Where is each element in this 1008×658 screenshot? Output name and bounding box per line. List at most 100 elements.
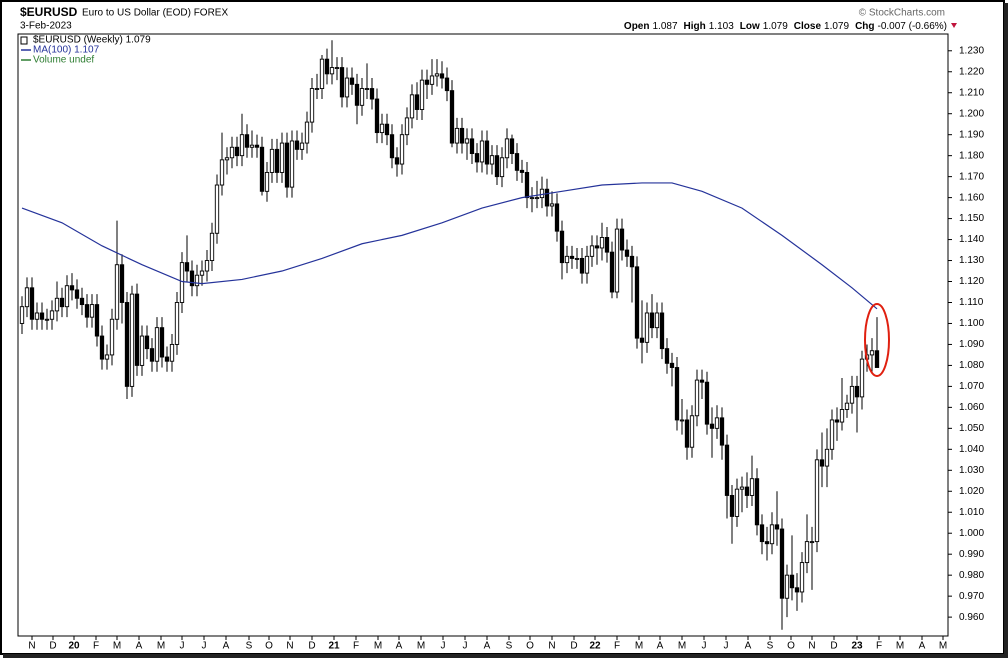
candle-body — [784, 574, 790, 599]
x-tick-label: O — [526, 641, 534, 652]
candle-body — [844, 402, 850, 410]
y-tick-label: 1.220 — [959, 66, 984, 77]
chart-title: Euro to US Dollar (EOD) FOREX — [82, 8, 228, 19]
x-tick-label: D — [830, 641, 837, 652]
candle-body — [439, 73, 445, 79]
candle-body — [799, 562, 805, 593]
candle-body — [869, 350, 875, 356]
candle-body — [599, 237, 605, 249]
candle-body — [809, 541, 815, 544]
x-tick-label: M — [157, 641, 165, 652]
quote-label: Low — [740, 21, 760, 32]
candle-body — [469, 138, 475, 155]
y-tick-label: 1.110 — [959, 297, 984, 308]
candle-body — [744, 486, 750, 496]
candle-body — [329, 67, 335, 75]
candle-body — [454, 127, 460, 144]
candle-body — [369, 88, 375, 100]
x-tick-label: J — [180, 641, 185, 652]
candle-body — [554, 203, 560, 232]
candle-body — [199, 270, 205, 276]
x-tick-label: 23 — [851, 641, 863, 652]
candle-body — [609, 251, 615, 293]
candle-body — [769, 524, 775, 545]
ma-line — [21, 182, 878, 310]
candle-body — [39, 312, 45, 320]
y-tick-label: 0.990 — [959, 549, 984, 560]
candle-body — [434, 73, 440, 77]
candle-body — [504, 138, 510, 159]
candle-body — [214, 184, 220, 234]
candle-body — [314, 88, 320, 90]
candle-body — [54, 297, 60, 312]
candle-body — [589, 245, 595, 257]
candle-body — [334, 67, 340, 70]
candle-body — [249, 144, 255, 148]
candle-body — [444, 77, 450, 92]
candle-body — [829, 419, 835, 450]
candle-body — [859, 358, 865, 398]
candle-body — [244, 134, 250, 148]
candle-body — [669, 362, 675, 368]
candle-body — [129, 293, 135, 387]
candle-body — [839, 409, 845, 423]
x-tick-label: O — [787, 641, 795, 652]
candle-body — [409, 94, 415, 119]
frame-shadow — [1004, 3, 1008, 658]
x-tick-label: J — [724, 641, 729, 652]
x-tick-label: 20 — [68, 641, 80, 652]
x-tick-label: A — [484, 641, 491, 652]
x-tick-label: F — [876, 641, 882, 652]
candle-body — [524, 171, 530, 199]
candle-body — [594, 245, 600, 249]
y-tick-label: 1.140 — [959, 234, 984, 245]
candle-body — [794, 587, 800, 593]
candle-body — [164, 356, 170, 362]
candle-body — [109, 318, 115, 356]
candle-body — [299, 142, 305, 150]
down-arrow — [951, 23, 957, 28]
candle-body — [579, 257, 585, 274]
x-tick-label: 22 — [589, 641, 601, 652]
y-tick-label: 1.040 — [959, 444, 984, 455]
candle-body — [564, 255, 570, 264]
candle-body — [159, 327, 165, 358]
candle-body — [639, 337, 645, 343]
y-tick-label: 1.210 — [959, 87, 984, 98]
candle-body — [294, 140, 300, 150]
candle-body — [584, 255, 590, 274]
y-tick-label: 0.970 — [959, 591, 984, 602]
candle-body — [34, 312, 40, 320]
symbol: $EURUSD — [20, 5, 78, 19]
candle-body — [324, 58, 330, 75]
candle-body — [169, 343, 175, 362]
candle-body — [774, 524, 780, 530]
candle-body — [374, 98, 380, 134]
candle-body — [49, 310, 55, 320]
x-tick-label: A — [919, 641, 926, 652]
y-tick-label: 1.000 — [959, 528, 984, 539]
y-tick-label: 1.180 — [959, 150, 984, 161]
candle-body — [724, 444, 730, 496]
candle-body — [649, 312, 655, 329]
quote-label: Open — [624, 21, 650, 32]
candle-body — [99, 335, 105, 360]
candle-body — [704, 381, 710, 425]
candle-body — [364, 88, 370, 90]
candle-body — [559, 230, 565, 264]
candle-body — [429, 75, 435, 85]
candle-body — [209, 232, 215, 261]
candle-body — [89, 304, 95, 318]
candle-body — [789, 574, 795, 589]
candle-body — [269, 148, 275, 173]
candle-body — [144, 335, 150, 350]
candle-body — [824, 448, 830, 467]
candle-body — [394, 157, 400, 165]
y-tick-label: 1.100 — [959, 318, 984, 329]
quote-value: 1.079 — [824, 21, 849, 32]
y-tick-label: 1.120 — [959, 276, 984, 287]
candle-body — [74, 289, 80, 299]
x-tick-label: M — [374, 641, 382, 652]
candle-body — [779, 528, 785, 599]
candle-body — [464, 138, 470, 144]
